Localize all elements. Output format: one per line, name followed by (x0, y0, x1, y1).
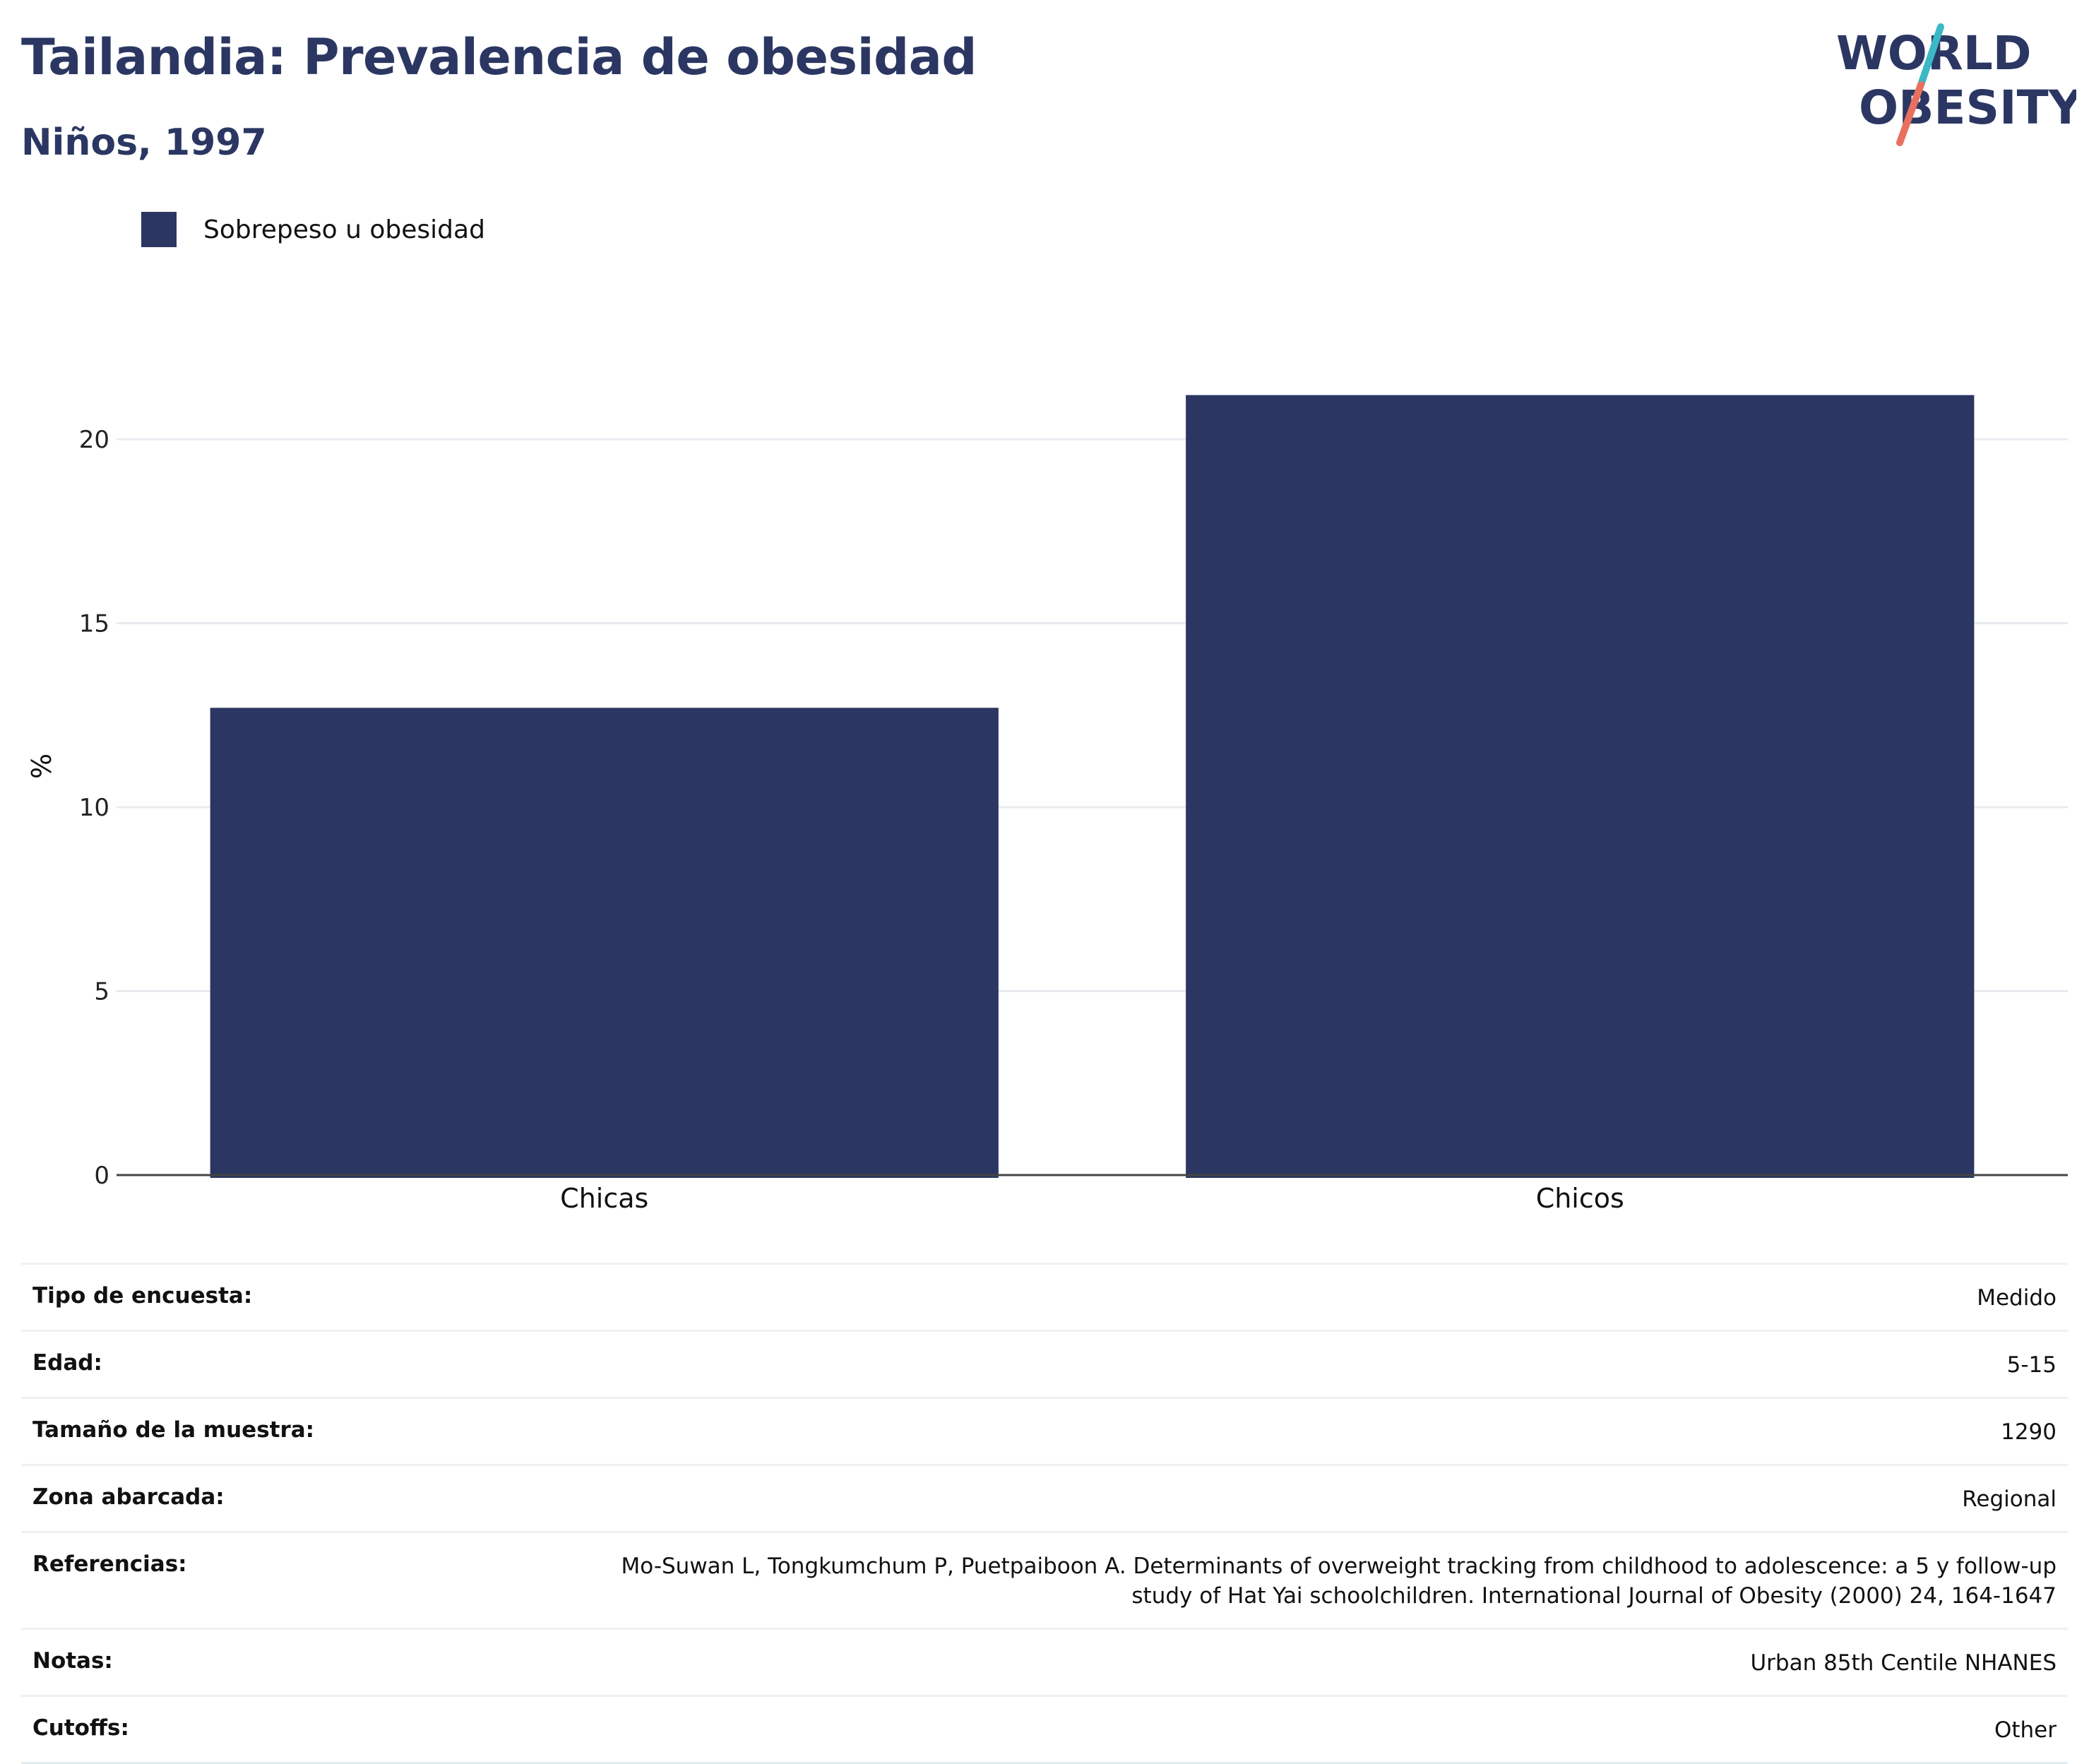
info-row: Edad: 5-15 (21, 1330, 2068, 1397)
info-value: Medido (1977, 1283, 2057, 1313)
info-key: Tipo de encuesta: (32, 1283, 253, 1309)
bars (210, 395, 1975, 1178)
y-tick-labels: 0 5 10 15 20 (79, 426, 109, 1190)
y-tick-label: 5 (94, 978, 109, 1006)
x-tick-labels: Chicas Chicos (560, 1183, 1624, 1214)
info-value-line: Medido (1977, 1285, 2057, 1311)
info-key: Notas: (32, 1648, 113, 1674)
info-row: Cutoffs: Other (21, 1695, 2068, 1764)
info-value: Regional (1962, 1484, 2057, 1514)
bar-chart: 0 5 10 15 20 Chicas Chicos % (26, 395, 2068, 1214)
bar-chicas (210, 708, 999, 1178)
info-value: Urban 85th Centile NHANES (1750, 1648, 2057, 1678)
info-key: Zona abarcada: (32, 1484, 225, 1510)
info-row: Tamaño de la muestra: 1290 (21, 1397, 2068, 1464)
info-value-line: Urban 85th Centile NHANES (1750, 1650, 2057, 1676)
info-value: Other (1994, 1715, 2057, 1745)
info-row: Notas: Urban 85th Centile NHANES (21, 1628, 2068, 1695)
info-value: Mo-Suwan L, Tongkumchum P, Puetpaiboon A… (621, 1551, 2057, 1611)
world-obesity-logo: WORLD OBESITY (1836, 23, 2076, 146)
chart-title: Tailandia: Prevalencia de obesidad (21, 28, 977, 86)
info-value-line: study of Hat Yai schoolchildren. Interna… (1131, 1583, 2057, 1609)
x-tick-label: Chicas (560, 1183, 648, 1214)
legend-swatch (141, 212, 177, 247)
legend: Sobrepeso u obesidad (141, 212, 485, 247)
info-key: Cutoffs: (32, 1715, 129, 1741)
legend-label: Sobrepeso u obesidad (203, 215, 485, 244)
info-row: Referencias: Mo-Suwan L, Tongkumchum P, P… (21, 1531, 2068, 1628)
info-value-line: Regional (1962, 1486, 2057, 1512)
info-value-line: 5-15 (2006, 1352, 2057, 1378)
info-row: Tipo de encuesta: Medido (21, 1263, 2068, 1330)
y-tick-label: 20 (79, 426, 109, 454)
bar-chicos (1186, 395, 1975, 1178)
logo-line-2: OBESITY (1859, 81, 2076, 135)
chart-subtitle: Niños, 1997 (21, 121, 267, 164)
y-tick-label: 0 (94, 1162, 109, 1190)
info-value: 1290 (2001, 1417, 2057, 1447)
x-tick-label: Chicos (1536, 1183, 1624, 1214)
y-tick-label: 10 (79, 794, 109, 822)
info-value: 5-15 (2007, 1350, 2057, 1380)
survey-info-table: Tipo de encuesta: Medido Edad: 5-15 Tamaño d… (21, 1263, 2068, 1764)
info-row: Zona abarcada: Regional (21, 1464, 2068, 1531)
logo-slash-coral (1896, 81, 1924, 146)
info-key: Tamaño de la muestra: (32, 1417, 315, 1443)
info-key: Referencias: (32, 1551, 187, 1577)
y-tick-label: 15 (79, 610, 109, 638)
logo-slash-teal (1917, 23, 1944, 88)
info-key: Edad: (32, 1350, 102, 1376)
info-value-line: Mo-Suwan L, Tongkumchum P, Puetpaiboon A… (621, 1554, 2057, 1579)
info-value-line: Other (1994, 1717, 2057, 1743)
info-value-line: 1290 (2001, 1419, 2057, 1445)
y-axis-label: % (26, 753, 57, 779)
